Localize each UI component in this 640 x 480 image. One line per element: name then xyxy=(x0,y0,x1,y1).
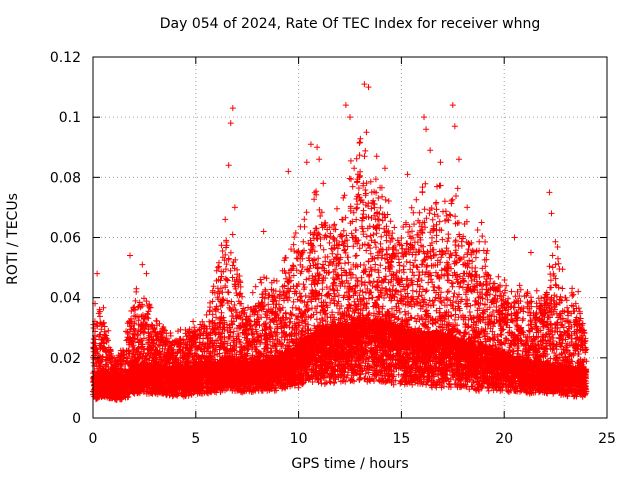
roti-outlier-point xyxy=(365,84,372,91)
y-tick-label: 0.1 xyxy=(59,110,81,126)
roti-outlier-point xyxy=(421,114,428,121)
roti-outlier-point xyxy=(143,270,150,277)
roti-outlier-point xyxy=(449,102,456,109)
x-tick-label: 10 xyxy=(290,431,308,447)
roti-point-cloud xyxy=(90,135,590,403)
chart-title: Day 054 of 2024, Rate Of TEC Index for r… xyxy=(159,16,541,32)
roti-outlier-point xyxy=(229,105,236,112)
y-axis-label: ROTI / TECUs xyxy=(5,193,21,285)
roti-outlier-point xyxy=(575,288,582,295)
x-tick-label: 0 xyxy=(89,431,98,447)
roti-outlier-point xyxy=(464,204,471,211)
roti-outlier-point xyxy=(437,159,444,166)
roti-outlier-point xyxy=(316,156,323,163)
x-tick-label: 15 xyxy=(392,431,410,447)
roti-outlier-point xyxy=(314,144,321,151)
roti-outlier-point xyxy=(427,147,434,154)
roti-outlier-point xyxy=(127,252,134,259)
roti-outlier-point xyxy=(231,204,238,211)
roti-outlier-point xyxy=(351,165,358,172)
y-tick-label: 0.08 xyxy=(50,170,81,186)
roti-outlier-point xyxy=(552,261,559,268)
y-tick-label: 0.12 xyxy=(50,50,81,66)
roti-outlier-point xyxy=(423,126,430,133)
roti-outlier-point xyxy=(404,171,411,178)
roti-outlier-point xyxy=(285,168,292,175)
roti-outlier-point xyxy=(451,123,458,130)
roti-outlier-point xyxy=(546,189,553,196)
y-tick-label: 0.06 xyxy=(50,231,81,247)
roti-outlier-point xyxy=(361,81,368,88)
roti-outlier-point xyxy=(363,129,370,136)
roti-outlier-point xyxy=(139,261,146,268)
roti-outlier-point xyxy=(548,210,555,217)
y-tick-label: 0 xyxy=(72,411,81,427)
axis-ticks: 0 5 10 15 20 25 0 0.02 0.04 0.06 0.08 0.1 0.12 xyxy=(50,50,616,447)
roti-outlier-point xyxy=(94,270,101,277)
roti-outlier-point xyxy=(342,102,349,109)
roti-outlier-point xyxy=(320,180,327,187)
roti-outlier-point xyxy=(260,228,267,235)
x-axis-label: GPS time / hours xyxy=(291,456,409,472)
x-tick-label: 25 xyxy=(598,431,616,447)
y-tick-label: 0.04 xyxy=(50,291,81,307)
roti-outlier-point xyxy=(225,162,232,169)
x-tick-label: 20 xyxy=(495,431,513,447)
roti-outlier-point xyxy=(227,120,234,127)
y-tick-label: 0.02 xyxy=(50,351,81,367)
roti-outlier-point xyxy=(511,234,518,241)
roti-outlier-point xyxy=(455,156,462,163)
data-points xyxy=(90,81,590,403)
roti-outlier-point xyxy=(347,114,353,121)
roti-outlier-point xyxy=(373,153,380,160)
x-tick-label: 5 xyxy=(191,431,200,447)
roti-outlier-point xyxy=(307,141,314,148)
roti-outlier-point xyxy=(381,165,388,172)
roti-outlier-point xyxy=(527,249,534,256)
roti-outlier-point xyxy=(478,219,485,226)
roti-outlier-point xyxy=(303,159,310,166)
